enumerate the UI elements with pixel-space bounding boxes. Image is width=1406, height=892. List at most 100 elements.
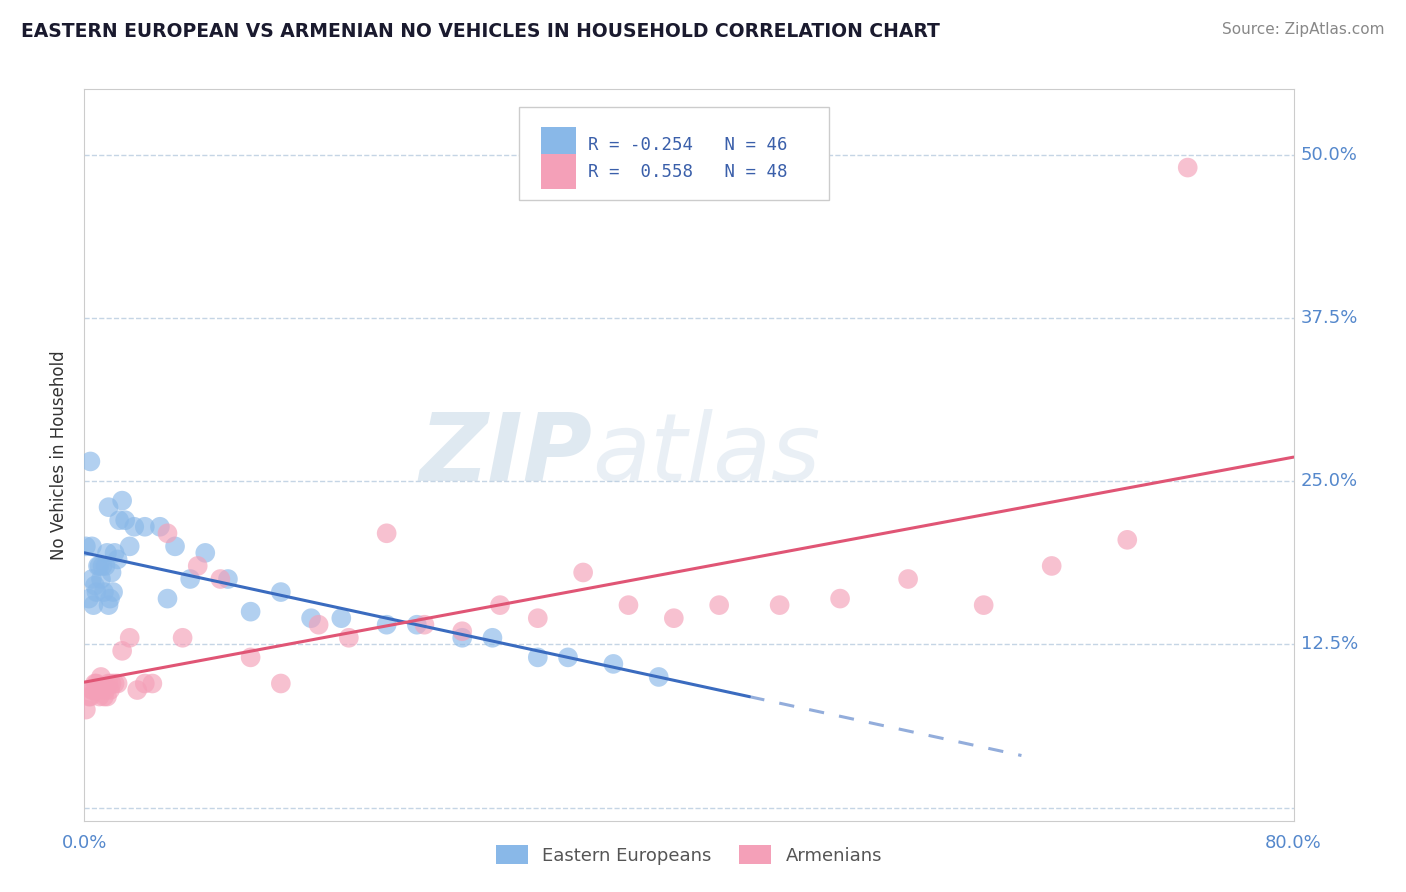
Point [134,520,156,534]
Point [163,539,186,553]
Point [108,513,131,527]
Legend: Eastern Europeans, Armenians: Eastern Europeans, Armenians [486,837,891,874]
Point [118,631,141,645]
Point [84,676,107,690]
Point [75,703,97,717]
Text: 25.0%: 25.0% [1301,472,1358,490]
Point [239,605,262,619]
Point [1177,161,1199,175]
Point [91,683,114,698]
Point [111,493,134,508]
Point [406,617,429,632]
Point [111,644,134,658]
Point [94,683,117,698]
Point [897,572,920,586]
Point [526,611,548,625]
Point [77,690,100,704]
Point [179,572,201,586]
Point [89,690,111,704]
Point [526,650,548,665]
Point [90,572,112,586]
Point [89,558,111,573]
Point [86,676,108,690]
Text: 0.0%: 0.0% [62,834,107,852]
Point [617,598,640,612]
Point [187,558,209,573]
Point [84,578,107,592]
Point [80,539,103,553]
Point [572,566,595,580]
Point [1040,558,1063,573]
Point [413,617,436,632]
Y-axis label: No Vehicles in Household: No Vehicles in Household [51,350,69,560]
Point [98,683,121,698]
Point [79,690,101,704]
Point [337,631,360,645]
Point [647,670,671,684]
Point [87,558,110,573]
Point [489,598,512,612]
Point [330,611,353,625]
Point [100,676,122,690]
Point [134,676,156,690]
Text: Source: ZipAtlas.com: Source: ZipAtlas.com [1222,22,1385,37]
Point [80,683,103,698]
Point [451,624,474,639]
Point [104,676,127,690]
Text: ZIP: ZIP [419,409,592,501]
Point [96,690,118,704]
Point [80,572,103,586]
Point [77,591,100,606]
Point [709,598,731,612]
Text: 12.5%: 12.5% [1301,635,1358,653]
Point [79,454,101,468]
Point [96,546,118,560]
Point [122,520,145,534]
Point [451,631,474,645]
Point [375,526,398,541]
Point [481,631,503,645]
Point [118,539,141,553]
Point [94,558,117,573]
Point [97,598,120,612]
Point [82,683,104,698]
Point [662,611,685,625]
Point [93,585,115,599]
Point [127,683,149,698]
Point [156,591,179,606]
Point [217,572,239,586]
Point [239,650,262,665]
Text: 80.0%: 80.0% [1265,834,1322,852]
Point [91,558,114,573]
Point [270,676,292,690]
Point [97,676,120,690]
Point [86,585,108,599]
Point [149,520,172,534]
Point [299,611,322,625]
Point [973,598,995,612]
Point [1116,533,1139,547]
Point [308,617,330,632]
Point [194,546,217,560]
Point [602,657,624,671]
Point [114,513,136,527]
Point [141,676,163,690]
Text: R = -0.254   N = 46: R = -0.254 N = 46 [588,136,787,153]
Text: 37.5%: 37.5% [1301,309,1358,326]
Point [557,650,579,665]
Point [156,526,179,541]
Point [100,566,122,580]
Point [104,546,127,560]
Point [75,539,97,553]
Point [97,500,120,515]
Point [107,552,129,566]
Point [107,676,129,690]
Text: 50.0%: 50.0% [1301,145,1357,163]
Text: EASTERN EUROPEAN VS ARMENIAN NO VEHICLES IN HOUSEHOLD CORRELATION CHART: EASTERN EUROPEAN VS ARMENIAN NO VEHICLES… [21,22,941,41]
Point [87,683,110,698]
Point [93,690,115,704]
Point [82,598,104,612]
Text: R =  0.558   N = 48: R = 0.558 N = 48 [588,162,787,181]
Point [172,631,194,645]
Point [98,591,121,606]
